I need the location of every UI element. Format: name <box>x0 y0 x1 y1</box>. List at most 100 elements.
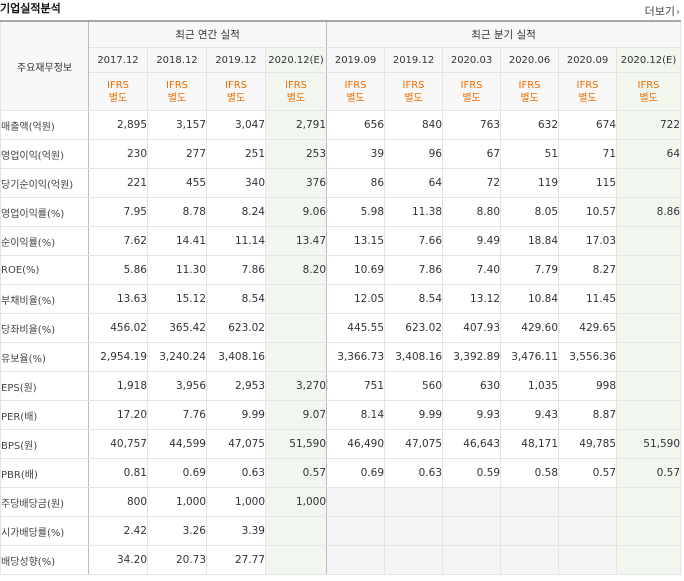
table-cell: 46,643 <box>442 429 502 459</box>
table-cell: 407.93 <box>442 313 502 343</box>
table-row: 영업이익(억원) 230 277 251 253 39 96 67 51 71 64 <box>0 139 682 169</box>
table-cell: 96 <box>384 139 444 169</box>
table-cell: 722 <box>616 110 682 140</box>
table-cell: 8.20 <box>264 255 328 285</box>
table-row: 부채비율(%) 13.63 15.12 8.54 12.05 8.54 13.12 10.84… <box>0 284 682 314</box>
table-cell <box>264 313 328 343</box>
table-cell: 8.27 <box>558 255 618 285</box>
table-cell: 8.14 <box>326 400 386 430</box>
table-cell: 840 <box>384 110 444 140</box>
table-cell: 9.07 <box>264 400 328 430</box>
table-row: 당기순이익(억원) 221 455 340 376 86 64 72 119 115 <box>0 168 682 198</box>
table-cell: 14.41 <box>147 226 207 256</box>
table-cell: 2,953 <box>206 371 266 401</box>
table-cell: 12.05 <box>326 284 386 314</box>
table-cell: 0.69 <box>326 458 386 488</box>
table-cell: 630 <box>442 371 502 401</box>
table-cell: 9.06 <box>264 197 328 227</box>
table-cell <box>558 516 618 546</box>
table-cell <box>616 168 682 198</box>
standalone-label: 별도 <box>462 92 481 104</box>
table-cell: 3,157 <box>147 110 207 140</box>
table-cell: 44,599 <box>147 429 207 459</box>
table-cell: 623.02 <box>384 313 444 343</box>
table-cell: 40,757 <box>88 429 148 459</box>
table-cell <box>558 545 618 575</box>
table-cell: 8.86 <box>616 197 682 227</box>
table-cell: 3.26 <box>147 516 207 546</box>
table-cell: 445.55 <box>326 313 386 343</box>
standalone-label: 별도 <box>226 92 246 104</box>
table-cell: 9.99 <box>206 400 266 430</box>
section-title: 기업실적분석 <box>0 2 61 15</box>
financial-summary-table: 주요재무정보 최근 연간 실적 최근 분기 실적 2017.12 2018.12 2… <box>0 20 682 575</box>
table-cell: 800 <box>88 487 148 517</box>
period-header: 2017.12 <box>88 47 148 73</box>
row-label: 영업이익(억원) <box>0 139 89 169</box>
standalone-label: 별도 <box>520 92 539 104</box>
table-cell: 11.14 <box>206 226 266 256</box>
table-cell <box>264 284 328 314</box>
corner-header: 주요재무정보 <box>0 20 89 111</box>
table-cell <box>326 487 386 517</box>
table-cell: 253 <box>264 139 328 169</box>
ifrs-header: IFRS 별도 <box>147 72 207 111</box>
row-label: 부채비율(%) <box>0 284 89 314</box>
annual-group-header: 최근 연간 실적 <box>87 20 328 48</box>
period-header: 2020.03 <box>442 47 502 73</box>
table-cell: 0.81 <box>88 458 148 488</box>
table-cell: 623.02 <box>206 313 266 343</box>
table-cell: 47,075 <box>384 429 444 459</box>
table-cell: 7.62 <box>88 226 148 256</box>
row-label: PBR(배) <box>0 458 89 488</box>
table-cell <box>616 342 682 372</box>
table-cell: 11.38 <box>384 197 444 227</box>
ifrs-label: IFRS <box>637 79 660 91</box>
table-cell: 7.86 <box>206 255 266 285</box>
table-cell <box>616 516 682 546</box>
table-cell: 656 <box>326 110 386 140</box>
table-cell: 9.99 <box>384 400 444 430</box>
table-cell: 18.84 <box>500 226 560 256</box>
ifrs-label: IFRS <box>518 79 541 91</box>
table-cell <box>326 516 386 546</box>
table-cell: 8.78 <box>147 197 207 227</box>
table-cell: 2,895 <box>88 110 148 140</box>
table-cell: 0.69 <box>147 458 207 488</box>
table-cell: 2,791 <box>264 110 328 140</box>
table-cell <box>384 545 444 575</box>
table-cell: 8.24 <box>206 197 266 227</box>
standalone-label: 별도 <box>346 92 365 104</box>
table-cell: 429.60 <box>500 313 560 343</box>
table-row: 배당성향(%) 34.20 20.73 27.77 <box>0 545 682 575</box>
table-cell: 9.43 <box>500 400 560 430</box>
table-cell: 674 <box>558 110 618 140</box>
chevron-right-icon: › <box>676 7 680 18</box>
table-cell <box>616 487 682 517</box>
table-row: 매출액(억원) 2,895 3,157 3,047 2,791 656 840 763 632 6… <box>0 110 682 140</box>
standalone-label: 별도 <box>286 92 306 104</box>
table-row: PER(배) 17.20 7.76 9.99 9.07 8.14 9.99 9.93 9.43 8… <box>0 400 682 430</box>
table-cell: 8.87 <box>558 400 618 430</box>
table-cell: 51,590 <box>616 429 682 459</box>
table-cell: 51 <box>500 139 560 169</box>
table-cell: 11.45 <box>558 284 618 314</box>
table-cell: 376 <box>264 168 328 198</box>
table-cell: 2,954.19 <box>88 342 148 372</box>
table-cell: 17.03 <box>558 226 618 256</box>
table-cell: 72 <box>442 168 502 198</box>
more-link[interactable]: 더보기› <box>645 5 680 19</box>
table-cell <box>616 400 682 430</box>
table-cell: 27.77 <box>206 545 266 575</box>
table-cell <box>616 284 682 314</box>
table-cell: 13.47 <box>264 226 328 256</box>
table-cell: 7.95 <box>88 197 148 227</box>
row-label: EPS(원) <box>0 371 89 401</box>
table-row: 유보율(%) 2,954.19 3,240.24 3,408.16 3,366.73 3,… <box>0 342 682 372</box>
period-header-row: 2017.12 2018.12 2019.12 2020.12(E) 2019.09 20… <box>1 47 682 73</box>
table-cell: 3,408.16 <box>206 342 266 372</box>
row-label: BPS(원) <box>0 429 89 459</box>
table-cell: 9.49 <box>442 226 502 256</box>
table-cell: 0.58 <box>500 458 560 488</box>
table-cell: 455 <box>147 168 207 198</box>
